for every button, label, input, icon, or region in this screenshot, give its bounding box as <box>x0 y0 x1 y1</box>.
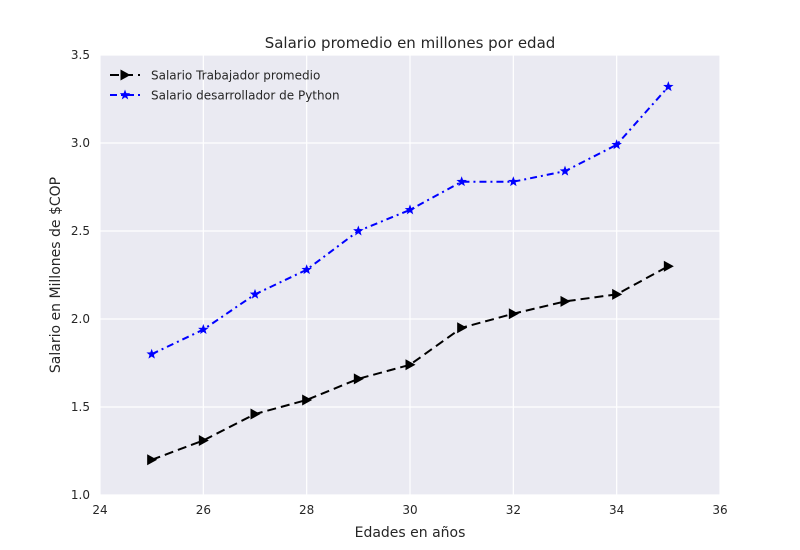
legend-marker <box>119 89 131 100</box>
x-tick-label: 28 <box>299 503 314 517</box>
series-2 <box>146 81 674 359</box>
legend-marker <box>120 69 131 81</box>
legend-item-1: Salario Trabajador promedio <box>110 69 320 83</box>
data-point <box>302 394 313 406</box>
x-tick-label: 26 <box>196 503 211 517</box>
data-point <box>404 204 416 215</box>
data-point <box>198 434 209 446</box>
data-point <box>559 165 571 176</box>
x-tick-label: 34 <box>609 503 624 517</box>
data-point <box>611 139 622 150</box>
legend: Salario Trabajador promedio Salario desar… <box>110 69 340 103</box>
data-point <box>147 454 158 466</box>
x-axis-label: Edades en años <box>355 525 466 541</box>
legend-label: Salario Trabajador promedio <box>151 69 320 83</box>
y-axis-label: Salario en Millones de $COP <box>48 177 64 373</box>
legend-label: Salario desarrollador de Python <box>151 89 340 103</box>
x-tick-label: 24 <box>92 503 107 517</box>
data-point <box>508 308 519 320</box>
data-point <box>663 81 674 92</box>
data-point <box>405 359 416 371</box>
series-1 <box>147 260 674 466</box>
series-line <box>151 265 669 461</box>
y-tick-label: 2.5 <box>71 224 90 238</box>
y-tick-label: 3.0 <box>71 136 90 150</box>
tick-labels: 24 26 28 30 32 34 36 1.0 1.5 2.0 2.5 3.0 3.5 <box>71 48 728 517</box>
chart-title: Salario promedio en millones por edad <box>265 34 556 52</box>
x-tick-label: 32 <box>506 503 521 517</box>
y-tick-label: 1.5 <box>71 400 90 414</box>
data-point <box>456 176 467 187</box>
data-point <box>146 348 157 359</box>
data-point <box>612 288 623 300</box>
data-point <box>353 225 364 236</box>
y-tick-label: 1.0 <box>71 488 90 502</box>
x-tick-label: 30 <box>402 503 417 517</box>
data-point <box>663 260 674 272</box>
data-point <box>301 264 312 275</box>
data-point <box>250 408 261 420</box>
legend-item-2: Salario desarrollador de Python <box>110 89 340 103</box>
data-point <box>508 176 519 187</box>
data-point <box>249 288 261 299</box>
grid <box>99 54 721 496</box>
y-tick-label: 3.5 <box>71 48 90 62</box>
data-point <box>457 322 468 334</box>
y-tick-label: 2.0 <box>71 312 90 326</box>
x-tick-label: 36 <box>712 503 727 517</box>
series-line <box>151 86 670 356</box>
data-point <box>353 373 364 385</box>
data-point <box>198 324 209 335</box>
data-point <box>560 295 571 307</box>
series-layer <box>146 81 674 466</box>
